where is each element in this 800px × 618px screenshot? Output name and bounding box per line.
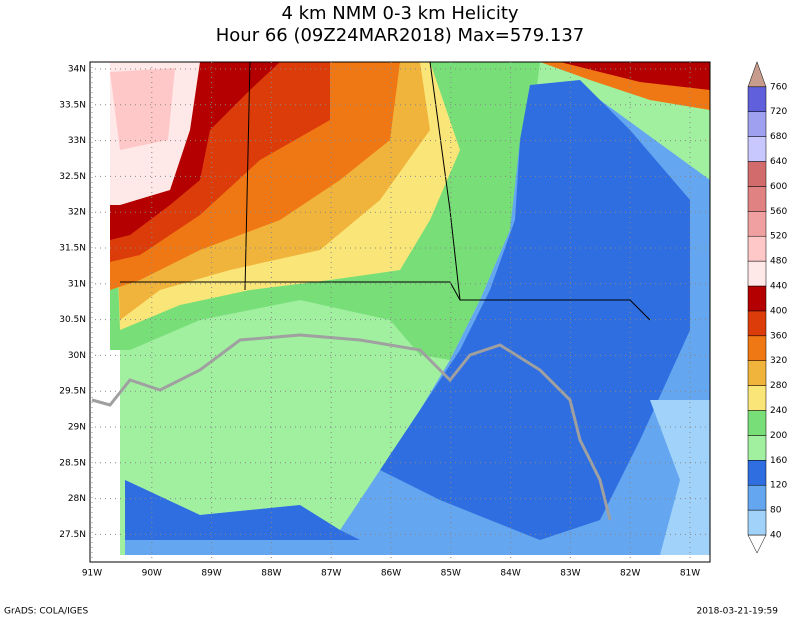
colorbar-box	[747, 460, 767, 486]
lon-label: 90W	[142, 569, 162, 579]
lat-label: 28.5N	[59, 458, 86, 468]
footer-right: 2018-03-21-19:59	[697, 607, 779, 617]
lon-label: 85W	[441, 569, 461, 579]
colorbar-label: 640	[770, 157, 787, 167]
colorbar: 40 80 120 160 200 240 280 320 360 400 440 480 520 560…	[747, 61, 787, 554]
subtitle: Hour 66 (09Z24MAR2018) Max=579.137	[216, 25, 585, 46]
lon-label: 84W	[500, 569, 520, 579]
lat-label: 33N	[68, 136, 86, 146]
lat-label: 31N	[68, 279, 86, 289]
colorbar-box	[747, 186, 767, 212]
colorbar-box	[747, 136, 767, 162]
lon-label: 87W	[321, 569, 341, 579]
title: 4 km NMM 0-3 km Helicity	[281, 3, 518, 24]
colorbar-box	[747, 435, 767, 461]
lat-label: 28N	[68, 494, 86, 504]
colorbar-box	[747, 161, 767, 187]
colorbar-label: 680	[770, 132, 787, 142]
lat-label: 31.5N	[59, 244, 86, 254]
colorbar-label: 200	[770, 431, 787, 441]
lat-label: 30N	[68, 351, 86, 361]
colorbar-bottom	[747, 534, 767, 554]
lat-label: 29.5N	[59, 387, 86, 397]
colorbar-label: 40	[770, 531, 782, 541]
colorbar-label: 160	[770, 456, 787, 466]
colorbar-label: 360	[770, 331, 787, 341]
colorbar-label: 280	[770, 381, 787, 391]
lon-label: 86W	[381, 569, 401, 579]
map-field	[89, 61, 711, 563]
colorbar-top	[747, 61, 767, 88]
colorbar-label: 720	[770, 107, 787, 117]
colorbar-box	[747, 260, 767, 287]
colorbar-box	[747, 235, 767, 262]
lon-label: 91W	[82, 569, 102, 579]
lon-label: 82W	[620, 569, 640, 579]
colorbar-label: 120	[770, 481, 787, 491]
colorbar-label: 480	[770, 257, 787, 267]
colorbar-box	[747, 211, 767, 237]
lon-label: 81W	[680, 569, 700, 579]
colorbar-box	[747, 111, 767, 137]
colorbar-label: 240	[770, 406, 787, 416]
colorbar-label: 400	[770, 306, 787, 316]
colorbar-label: 80	[770, 506, 782, 516]
colorbar-label: 760	[770, 82, 787, 92]
colorbar-box	[747, 86, 767, 112]
footer-left: GrADS: COLA/IGES	[4, 607, 88, 617]
colorbar-box	[747, 360, 767, 386]
lon-label: 88W	[261, 569, 281, 579]
lat-label: 27.5N	[59, 530, 86, 540]
colorbar-box	[747, 335, 767, 361]
lon-label: 89W	[201, 569, 221, 579]
colorbar-box	[747, 509, 767, 536]
colorbar-box	[747, 385, 767, 411]
colorbar-label: 560	[770, 207, 787, 217]
lon-label: 83W	[560, 569, 580, 579]
lat-label: 34N	[68, 65, 86, 75]
lat-label: 32.5N	[59, 172, 86, 182]
colorbar-label: 520	[770, 232, 787, 242]
lat-label: 32N	[68, 208, 86, 218]
lat-label: 30.5N	[59, 315, 86, 325]
colorbar-box	[747, 310, 767, 337]
lat-label: 33.5N	[59, 100, 86, 110]
axis-labels: 34N 33.5N 33N 32.5N 32N 31.5N 31N 30.5N 30N 29.5N…	[59, 62, 710, 579]
colorbar-box	[747, 410, 767, 436]
colorbar-label: 440	[770, 282, 787, 292]
colorbar-label: 320	[770, 356, 787, 366]
colorbar-box	[747, 285, 767, 312]
colorbar-label: 600	[770, 182, 787, 192]
lat-label: 29N	[68, 423, 86, 433]
colorbar-box	[747, 484, 767, 511]
